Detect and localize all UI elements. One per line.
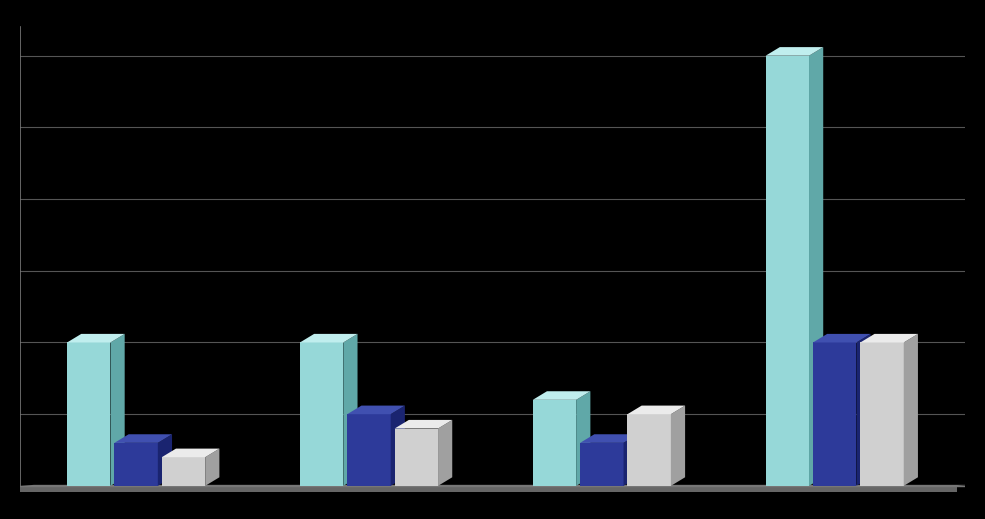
Polygon shape xyxy=(576,391,590,486)
Polygon shape xyxy=(813,343,856,486)
Polygon shape xyxy=(860,343,903,486)
Polygon shape xyxy=(162,457,205,486)
Polygon shape xyxy=(765,56,809,486)
Polygon shape xyxy=(627,414,671,486)
Polygon shape xyxy=(395,429,438,486)
Polygon shape xyxy=(627,405,686,414)
Polygon shape xyxy=(395,420,452,429)
Polygon shape xyxy=(533,400,576,486)
Polygon shape xyxy=(580,434,637,443)
Polygon shape xyxy=(158,434,172,486)
Polygon shape xyxy=(67,334,125,343)
Polygon shape xyxy=(344,334,358,486)
Polygon shape xyxy=(860,334,918,343)
Polygon shape xyxy=(438,420,452,486)
Polygon shape xyxy=(580,443,624,486)
Polygon shape xyxy=(671,405,686,486)
Polygon shape xyxy=(162,448,220,457)
Polygon shape xyxy=(856,334,871,486)
Polygon shape xyxy=(348,414,391,486)
Polygon shape xyxy=(903,334,918,486)
Polygon shape xyxy=(114,443,158,486)
Polygon shape xyxy=(205,448,220,486)
Polygon shape xyxy=(299,343,344,486)
Polygon shape xyxy=(114,434,172,443)
Polygon shape xyxy=(67,343,110,486)
Polygon shape xyxy=(20,486,957,491)
Polygon shape xyxy=(20,485,971,486)
Polygon shape xyxy=(765,47,823,56)
Polygon shape xyxy=(348,405,405,414)
Polygon shape xyxy=(624,434,637,486)
Polygon shape xyxy=(391,405,405,486)
Polygon shape xyxy=(813,334,871,343)
Polygon shape xyxy=(533,391,590,400)
Polygon shape xyxy=(110,334,125,486)
Polygon shape xyxy=(299,334,358,343)
Polygon shape xyxy=(809,47,823,486)
